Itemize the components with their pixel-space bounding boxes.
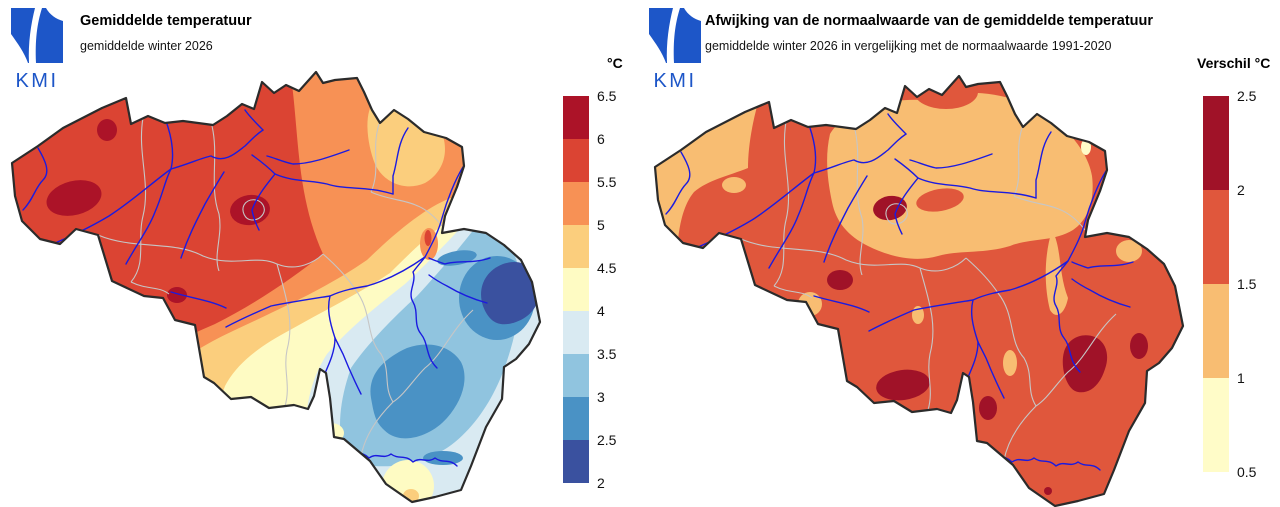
- left-panel-header: Gemiddelde temperatuur gemiddelde winter…: [80, 13, 252, 53]
- legend-title: °C: [607, 55, 623, 71]
- kmi-logo-text: KMI: [653, 70, 697, 92]
- legend-tick-label: 5: [597, 217, 605, 233]
- legend-tick-label: 6.5: [597, 88, 617, 104]
- legend-tick-label: 0.5: [1237, 464, 1257, 480]
- legend-color-segment: [563, 311, 589, 354]
- legend-tick-label: 2: [597, 475, 605, 491]
- right-map-fill-regions: [655, 76, 1183, 506]
- legend-color-segment: [563, 354, 589, 397]
- right-map-subtitle: gemiddelde winter 2026 in vergelijking m…: [705, 38, 1112, 53]
- legend-color-segment: [563, 225, 589, 268]
- legend-tick-label: 4: [597, 303, 605, 319]
- legend-color-segment: [563, 268, 589, 311]
- left-map-fill-regions: [12, 72, 540, 502]
- kmi-logo: KMI: [648, 8, 702, 91]
- legend-tick-label: 5.5: [597, 174, 617, 190]
- legend-tick-label: 1.5: [1237, 276, 1257, 292]
- legend-tick-label: 2.5: [597, 432, 617, 448]
- legend-tick-label: 2: [1237, 182, 1245, 198]
- legend-colorbar: [1203, 96, 1229, 472]
- legend-color-segment: [1203, 190, 1229, 284]
- legend-color-segment: [1203, 284, 1229, 378]
- legend-color-segment: [1203, 96, 1229, 190]
- legend-title: Verschil °C: [1197, 55, 1271, 71]
- right-map-title: Afwijking van de normaalwaarde van de ge…: [705, 13, 1154, 29]
- map-left-mean-temperature: [10, 70, 542, 504]
- legend-colorbar: [563, 96, 589, 483]
- legend-tick-label: 3.5: [597, 346, 617, 362]
- legend-tick-label: 1: [1237, 370, 1245, 386]
- kmi-logo-mark: [11, 8, 63, 63]
- legend-color-segment: [563, 96, 589, 139]
- legend-tick-label: 2.5: [1237, 88, 1257, 104]
- legend-color-segment: [563, 182, 589, 225]
- left-map-subtitle: gemiddelde winter 2026: [80, 38, 213, 53]
- kmi-logo-mark: [649, 8, 701, 63]
- legend-color-segment: [1203, 378, 1229, 472]
- map-right-temperature-anomaly: [653, 74, 1185, 507]
- kmi-logo: KMI: [10, 8, 64, 91]
- left-map-title: Gemiddelde temperatuur: [80, 13, 252, 29]
- legend-tick-label: 6: [597, 131, 605, 147]
- legend-tick-label: 3: [597, 389, 605, 405]
- right-panel-header: Afwijking van de normaalwaarde van de ge…: [705, 13, 1154, 53]
- kmi-logo-text: KMI: [15, 70, 59, 92]
- legend-color-segment: [563, 397, 589, 440]
- legend-color-segment: [563, 440, 589, 483]
- legend-color-segment: [563, 139, 589, 182]
- legend-tick-label: 4.5: [597, 260, 617, 276]
